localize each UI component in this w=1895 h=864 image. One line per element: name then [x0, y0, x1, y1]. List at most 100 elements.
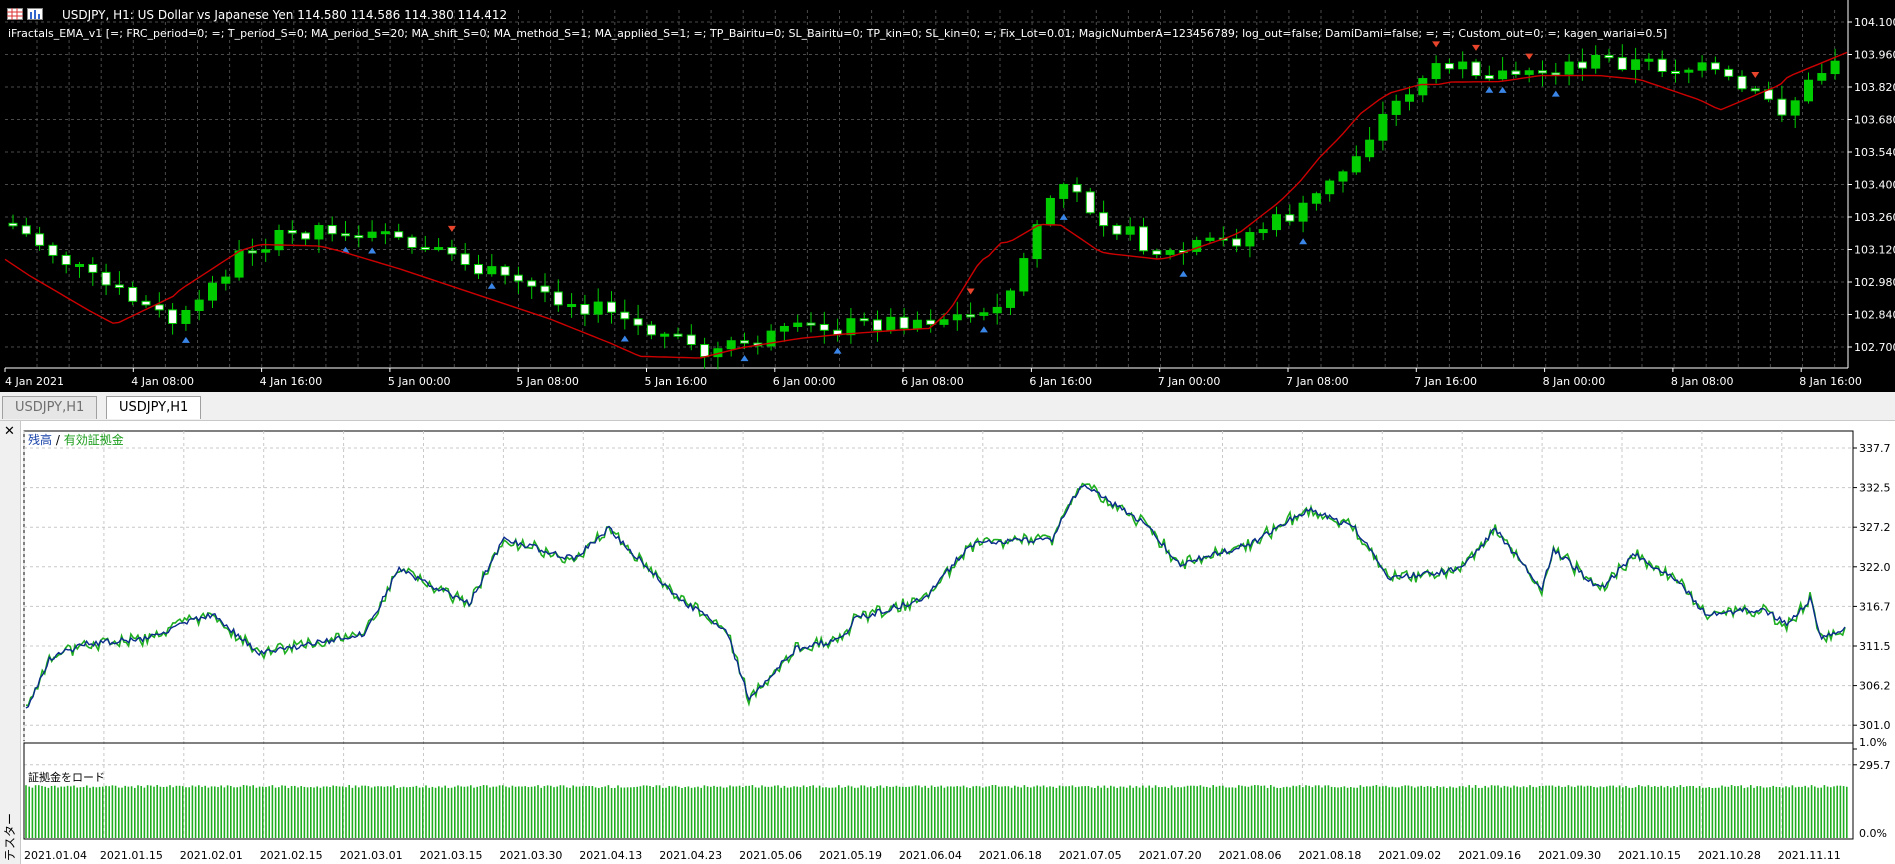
buy-arrow: [620, 335, 629, 342]
balance-y-label: 306.2: [1859, 680, 1891, 693]
candle-body: [1790, 100, 1800, 116]
candle-body: [979, 312, 989, 316]
candle-body: [966, 314, 976, 318]
sell-arrow: [1432, 41, 1441, 48]
tab-usdjpy-h1-2[interactable]: USDJPY,H1: [106, 396, 202, 419]
candle-body: [1192, 239, 1202, 252]
candle-body: [75, 264, 84, 268]
candle-body: [1338, 171, 1348, 182]
balance-chart-canvas[interactable]: 337.7 332.5 327.2 322.0 316.7 311.5 306.2 301.0…: [21, 421, 1895, 864]
ema-line: [4, 51, 1848, 359]
candle-body: [1684, 69, 1694, 73]
candle-body: [859, 318, 869, 322]
candle-body: [380, 231, 390, 235]
candle-body: [1444, 63, 1454, 70]
price-label: 102.840: [1854, 309, 1895, 322]
candle-body: [314, 225, 324, 240]
candle-body: [660, 333, 670, 337]
candle-body: [154, 304, 164, 311]
candle-body: [1059, 184, 1069, 199]
candle-body: [1152, 250, 1162, 255]
date-label: 2021.04.13: [579, 849, 642, 862]
candle-body: [221, 276, 231, 284]
candle-body: [646, 324, 656, 336]
tab-usdjpy-h1-1[interactable]: USDJPY,H1: [2, 396, 98, 419]
time-label: 7 Jan 08:00: [1286, 375, 1349, 388]
time-label: 6 Jan 00:00: [773, 375, 836, 388]
candle-body: [434, 247, 444, 251]
date-label: 2021.06.04: [899, 849, 962, 862]
candle-body: [1085, 191, 1095, 214]
sell-arrow: [1472, 44, 1480, 51]
candle-body: [1365, 139, 1375, 158]
equity-line: [25, 482, 1846, 707]
candle-body: [500, 266, 510, 276]
candle-body: [1165, 250, 1175, 255]
chart-grid-icon: [7, 8, 23, 20]
buy-arrow: [979, 326, 988, 333]
candle-body: [886, 316, 896, 331]
date-label: 2021.02.15: [260, 849, 323, 862]
candle-body: [88, 264, 98, 273]
candle-body: [181, 309, 191, 324]
date-label: 2021.02.01: [180, 849, 243, 862]
candle-body: [474, 264, 483, 275]
tester-side-bar: ✕ テスター: [0, 421, 21, 864]
candle-body: [1405, 94, 1414, 102]
balance-y-label: 337.7: [1859, 442, 1891, 455]
candle-body: [700, 344, 710, 358]
candle-body: [607, 301, 616, 313]
candle-body: [1644, 58, 1654, 62]
date-label: 2021.05.06: [739, 849, 802, 862]
candle-body: [779, 325, 789, 332]
candle-body: [1577, 61, 1587, 69]
candle-body: [513, 274, 523, 282]
balance-y-label: 295.7: [1859, 759, 1891, 772]
date-label: 2021.06.18: [979, 849, 1042, 862]
price-label: 103.540: [1854, 146, 1895, 159]
candle-body: [1617, 57, 1627, 70]
candle-body: [1391, 100, 1401, 115]
time-label: 6 Jan 16:00: [1029, 375, 1092, 388]
candle-body: [48, 244, 58, 256]
time-label: 7 Jan 16:00: [1414, 375, 1477, 388]
candle-body: [580, 304, 590, 315]
candle-body: [1112, 225, 1122, 235]
chart-title: USDJPY, H1: US Dollar vs Japanese Yen 11…: [62, 8, 508, 22]
candle-body: [247, 250, 257, 254]
time-label: 5 Jan 00:00: [388, 375, 451, 388]
date-label: 2021.10.15: [1618, 849, 1681, 862]
candle-body: [1245, 232, 1255, 247]
legend-equity: 有効証拠金: [63, 433, 124, 447]
candle-body: [1325, 180, 1335, 195]
candle-body: [819, 323, 829, 331]
price-chart-canvas[interactable]: 104.100 103.960 103.820 103.680 103.540 103.4…: [0, 0, 1895, 392]
candle-body: [740, 340, 749, 344]
price-chart[interactable]: 104.100 103.960 103.820 103.680 103.540 103.4…: [0, 0, 1895, 392]
candle-body: [35, 233, 45, 246]
candle-body: [261, 249, 271, 253]
time-label: 8 Jan 00:00: [1543, 375, 1606, 388]
candle-body: [540, 285, 550, 293]
candle-body: [1258, 229, 1268, 234]
candle-body: [168, 309, 178, 324]
candle-body: [527, 280, 537, 287]
candle-body: [447, 247, 457, 255]
candle-body: [1697, 62, 1707, 71]
candle-body: [114, 284, 124, 289]
buy-arrow: [1059, 213, 1068, 220]
buy-arrow: [487, 282, 496, 289]
time-label: 8 Jan 16:00: [1799, 375, 1862, 388]
price-label: 102.700: [1854, 341, 1895, 354]
sell-arrow: [1525, 53, 1534, 60]
candle-body: [873, 319, 882, 331]
candle-body: [1298, 202, 1308, 222]
close-icon[interactable]: ✕: [4, 424, 15, 439]
candle-body: [1551, 72, 1561, 76]
candle-body: [593, 301, 603, 315]
candle-body: [1804, 79, 1813, 102]
strategy-tester-graph: ✕ テスター 337.7 332.5 327.2 322.0 316.7 311.5 306…: [0, 421, 1895, 864]
buy-arrow: [181, 336, 190, 343]
candle-body: [726, 340, 736, 350]
candle-body: [793, 322, 803, 327]
